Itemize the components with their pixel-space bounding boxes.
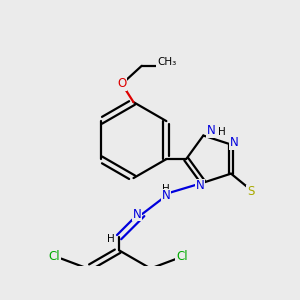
Text: Cl: Cl (176, 250, 188, 263)
Text: H: H (218, 127, 225, 137)
Text: N: N (196, 179, 204, 192)
Text: N: N (207, 124, 216, 137)
Text: H: H (107, 234, 115, 244)
Text: N: N (230, 136, 239, 149)
Text: Cl: Cl (49, 250, 60, 263)
Text: N: N (162, 189, 171, 202)
Text: CH₃: CH₃ (157, 58, 176, 68)
Text: S: S (247, 185, 254, 198)
Text: H: H (162, 184, 170, 194)
Text: N: N (133, 208, 142, 220)
Text: O: O (117, 77, 127, 91)
